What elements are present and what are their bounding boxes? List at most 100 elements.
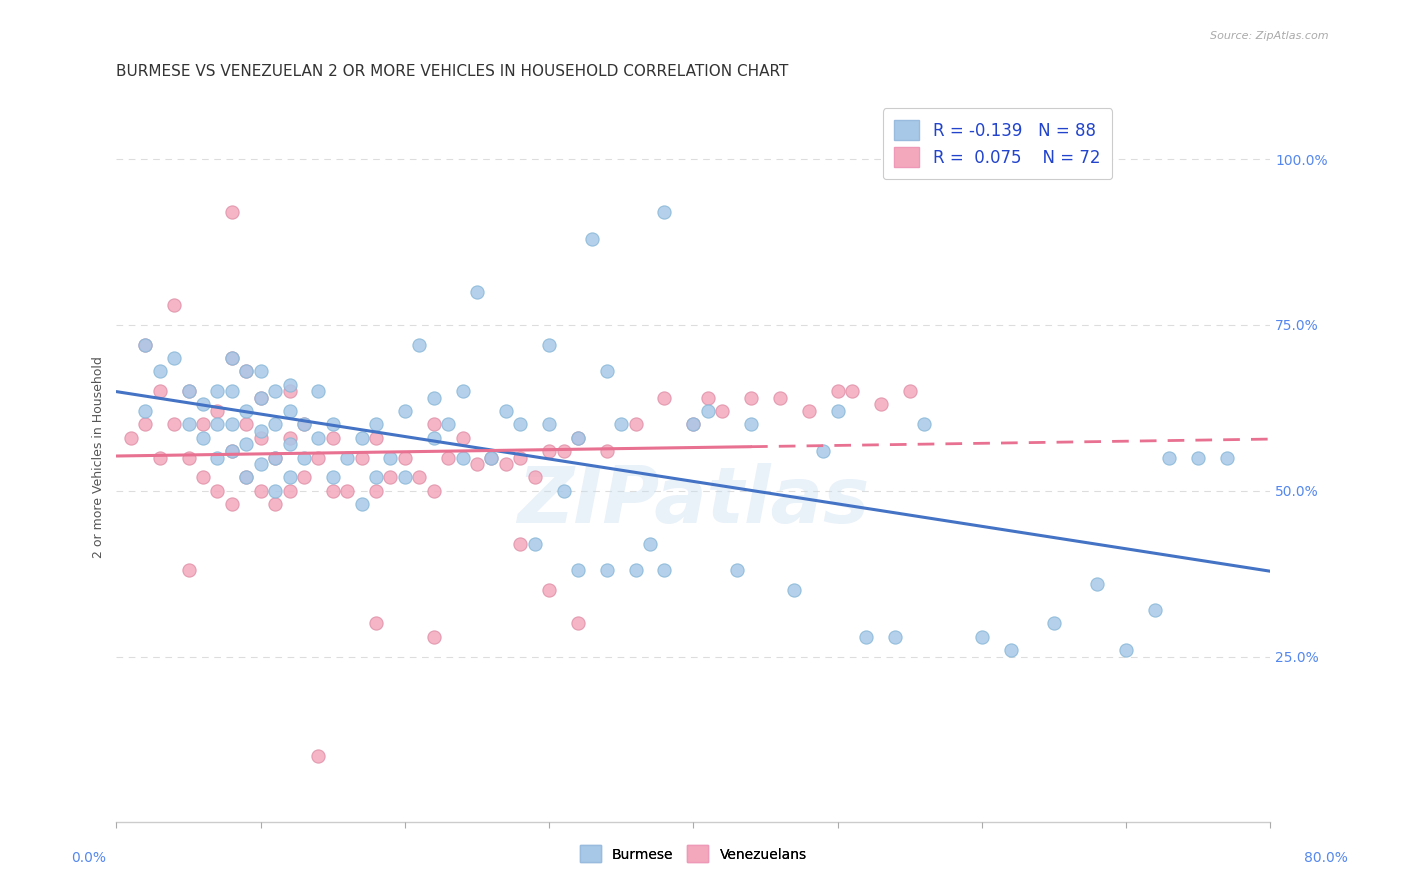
Point xyxy=(221,497,243,511)
Point xyxy=(855,630,877,644)
Point xyxy=(163,351,186,365)
Point xyxy=(1043,616,1066,631)
Point xyxy=(163,417,186,432)
Point xyxy=(783,583,806,598)
Point xyxy=(364,616,387,631)
Point xyxy=(249,431,271,445)
Point xyxy=(278,377,301,392)
Point xyxy=(364,470,387,484)
Point xyxy=(769,391,792,405)
Point xyxy=(322,483,344,498)
Point xyxy=(235,470,257,484)
Point xyxy=(624,417,647,432)
Point xyxy=(465,285,488,299)
Point xyxy=(437,450,460,465)
Point xyxy=(235,470,257,484)
Point xyxy=(134,417,156,432)
Point xyxy=(307,749,329,764)
Point xyxy=(191,417,214,432)
Point xyxy=(264,417,287,432)
Point xyxy=(336,483,359,498)
Point xyxy=(696,391,718,405)
Point xyxy=(841,384,863,399)
Point xyxy=(221,444,243,458)
Point xyxy=(235,404,257,418)
Point xyxy=(638,537,661,551)
Text: BURMESE VS VENEZUELAN 2 OR MORE VEHICLES IN HOUSEHOLD CORRELATION CHART: BURMESE VS VENEZUELAN 2 OR MORE VEHICLES… xyxy=(117,64,789,79)
Point xyxy=(827,404,849,418)
Point xyxy=(811,444,834,458)
Point xyxy=(408,338,430,352)
Point xyxy=(581,232,603,246)
Point xyxy=(596,364,619,378)
Point xyxy=(538,444,561,458)
Point xyxy=(292,417,315,432)
Point xyxy=(207,450,229,465)
Point xyxy=(350,431,373,445)
Point xyxy=(596,563,619,577)
Point xyxy=(495,404,517,418)
Point xyxy=(1085,576,1108,591)
Point xyxy=(696,404,718,418)
Point xyxy=(394,450,416,465)
Point xyxy=(350,450,373,465)
Point xyxy=(422,431,444,445)
Point xyxy=(191,431,214,445)
Point xyxy=(207,384,229,399)
Point xyxy=(422,391,444,405)
Point xyxy=(422,483,444,498)
Point xyxy=(278,384,301,399)
Point xyxy=(134,338,156,352)
Point xyxy=(163,298,186,312)
Point xyxy=(264,483,287,498)
Point xyxy=(134,404,156,418)
Point xyxy=(207,483,229,498)
Point xyxy=(149,384,172,399)
Text: 80.0%: 80.0% xyxy=(1303,851,1348,865)
Point xyxy=(509,450,531,465)
Point xyxy=(177,563,200,577)
Point xyxy=(235,437,257,451)
Point xyxy=(465,457,488,471)
Point xyxy=(1187,450,1209,465)
Point xyxy=(725,563,748,577)
Point xyxy=(567,431,589,445)
Point xyxy=(682,417,704,432)
Point xyxy=(177,384,200,399)
Point xyxy=(322,470,344,484)
Point xyxy=(869,397,891,411)
Point xyxy=(364,417,387,432)
Point xyxy=(336,450,359,465)
Point xyxy=(509,417,531,432)
Point xyxy=(292,450,315,465)
Point xyxy=(624,563,647,577)
Point xyxy=(249,483,271,498)
Point xyxy=(249,424,271,438)
Point xyxy=(221,444,243,458)
Point xyxy=(394,404,416,418)
Point xyxy=(567,431,589,445)
Point xyxy=(177,384,200,399)
Point xyxy=(827,384,849,399)
Point xyxy=(249,457,271,471)
Point xyxy=(654,205,676,219)
Point xyxy=(364,483,387,498)
Point xyxy=(523,470,546,484)
Point xyxy=(149,364,172,378)
Point xyxy=(322,417,344,432)
Point xyxy=(177,417,200,432)
Point xyxy=(682,417,704,432)
Point xyxy=(898,384,921,399)
Legend: Burmese, Venezuelans: Burmese, Venezuelans xyxy=(575,840,813,868)
Point xyxy=(553,483,575,498)
Point xyxy=(1216,450,1239,465)
Point xyxy=(149,450,172,465)
Point xyxy=(235,364,257,378)
Point xyxy=(740,391,762,405)
Point xyxy=(538,583,561,598)
Point xyxy=(567,563,589,577)
Point xyxy=(120,431,142,445)
Point xyxy=(654,391,676,405)
Point xyxy=(249,391,271,405)
Point xyxy=(278,483,301,498)
